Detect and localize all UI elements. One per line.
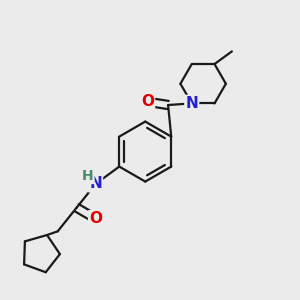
Text: O: O: [141, 94, 154, 109]
Text: N: N: [89, 176, 102, 191]
Text: H: H: [82, 169, 94, 183]
Text: O: O: [89, 211, 102, 226]
Text: N: N: [185, 96, 198, 111]
